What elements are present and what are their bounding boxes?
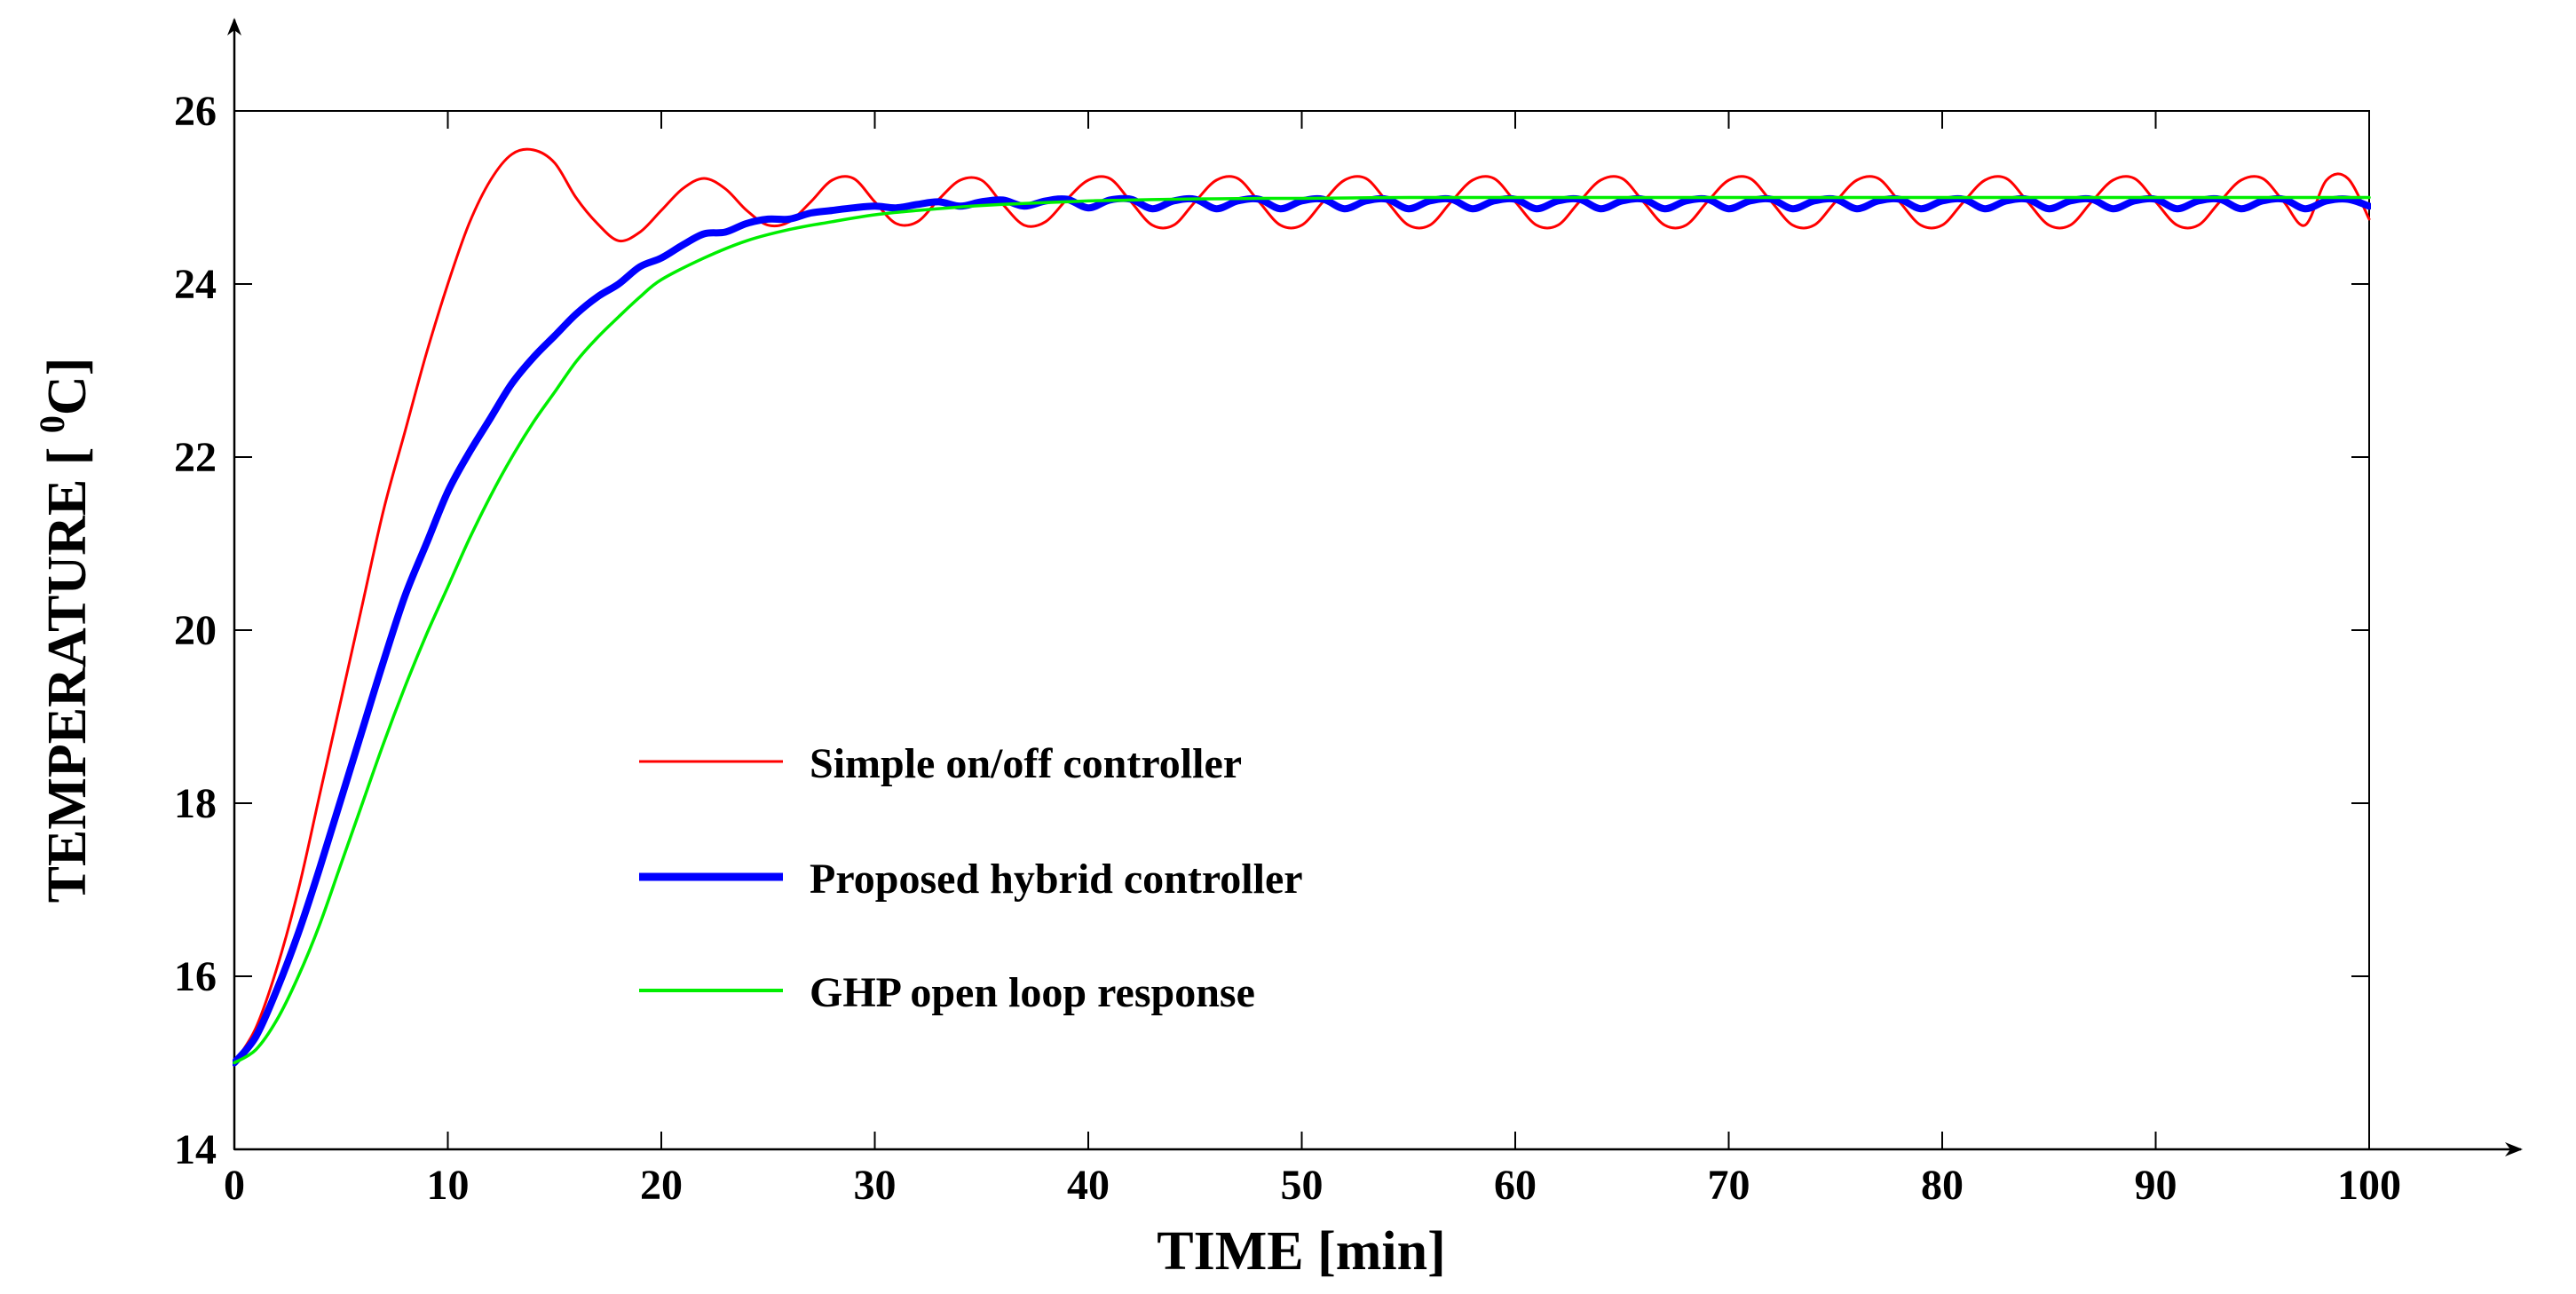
x-axis-title: TIME [min] bbox=[1157, 1221, 1446, 1282]
series-hybrid-line bbox=[233, 194, 2371, 1067]
legend: Simple on/off controller Proposed hybrid… bbox=[639, 740, 1303, 1016]
x-tick-label-4: 40 bbox=[1067, 1162, 1110, 1209]
y-tick-label-0: 14 bbox=[174, 1126, 217, 1173]
legend-label-ghp: GHP open loop response bbox=[810, 969, 1255, 1016]
y-tick-label-3: 20 bbox=[174, 607, 217, 654]
series-onoff-line bbox=[233, 147, 2371, 1064]
x-tick-label-9: 90 bbox=[2135, 1162, 2177, 1209]
legend-label-hybrid: Proposed hybrid controller bbox=[810, 856, 1303, 903]
y-axis-title-suffix: C] bbox=[37, 358, 98, 415]
x-tick-label-6: 60 bbox=[1494, 1162, 1537, 1209]
y-axis-title-prefix: TEMPERATURE [ bbox=[37, 433, 98, 903]
x-tick-label-1: 10 bbox=[427, 1162, 470, 1209]
y-tick-label-2: 18 bbox=[174, 780, 217, 827]
ticks bbox=[233, 110, 2370, 1150]
y-tick-label-5: 24 bbox=[174, 261, 217, 308]
y-axis-title: TEMPERATURE [ 0C] bbox=[32, 358, 98, 903]
plot-frame bbox=[233, 110, 2370, 1150]
tick-labels: 0 10 20 30 40 50 60 70 80 90 100 14 16 18 20 22 24 26 bbox=[174, 88, 2401, 1209]
series-lines bbox=[233, 147, 2371, 1067]
x-tick-label-5: 50 bbox=[1281, 1162, 1324, 1209]
x-tick-label-8: 80 bbox=[1921, 1162, 1964, 1209]
legend-label-onoff: Simple on/off controller bbox=[810, 740, 1242, 787]
x-tick-label-0: 0 bbox=[224, 1162, 245, 1209]
y-tick-label-6: 26 bbox=[174, 88, 217, 135]
series-ghp-line bbox=[233, 195, 2371, 1065]
x-tick-label-10: 100 bbox=[2337, 1162, 2401, 1209]
x-tick-label-7: 70 bbox=[1708, 1162, 1750, 1209]
y-axis-title-sup: 0 bbox=[32, 415, 72, 433]
y-tick-label-4: 22 bbox=[174, 434, 217, 481]
x-tick-label-2: 20 bbox=[640, 1162, 683, 1209]
y-tick-label-1: 16 bbox=[174, 953, 217, 1000]
x-tick-label-3: 30 bbox=[854, 1162, 897, 1209]
